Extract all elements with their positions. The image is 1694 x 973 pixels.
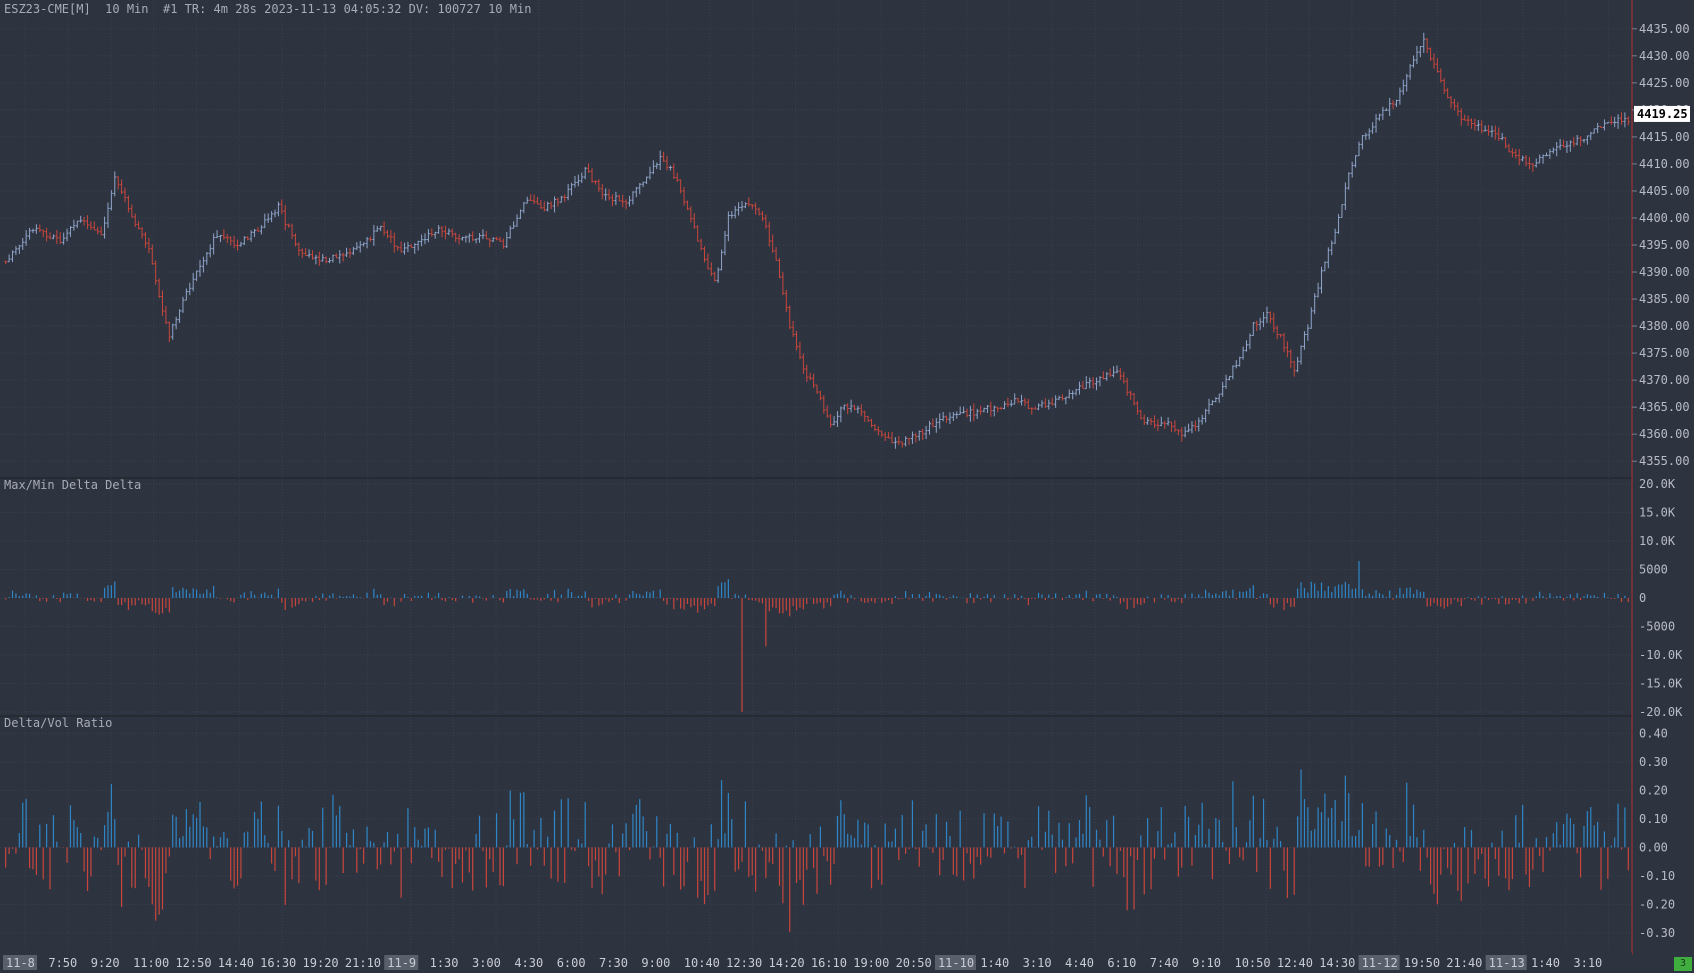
date-label-box <box>1485 955 1527 970</box>
time-tick-label: 11-9 <box>387 956 416 970</box>
time-tick-label: 9:00 <box>641 956 670 970</box>
time-tick-label: 9:20 <box>91 956 120 970</box>
time-tick-label: 1:30 <box>430 956 459 970</box>
time-tick-label: 3:00 <box>472 956 501 970</box>
price-tick-label: 4430.00 <box>1639 49 1690 63</box>
time-tick-label: 7:30 <box>599 956 628 970</box>
time-tick-label: 6:10 <box>1107 956 1136 970</box>
time-tick-label: 16:30 <box>260 956 296 970</box>
price-tick-label: 4415.00 <box>1639 130 1690 144</box>
time-tick-label: 7:50 <box>48 956 77 970</box>
time-tick-label: 11-12 <box>1362 956 1398 970</box>
delta-tick-label: -15.0K <box>1639 677 1683 691</box>
time-tick-label: 12:40 <box>1277 956 1313 970</box>
price-ohlc-series <box>4 32 1630 449</box>
delta-vol-ratio-histogram <box>5 769 1629 932</box>
price-tick-label: 4370.00 <box>1639 373 1690 387</box>
price-axis[interactable]: 4435.004430.004425.004420.004415.004410.… <box>1631 0 1690 955</box>
chart-grid <box>0 0 1632 950</box>
last-price-box <box>1634 105 1690 122</box>
ratio-tick-label: -0.20 <box>1639 897 1675 911</box>
price-tick-label: 4360.00 <box>1639 427 1690 441</box>
price-tick-label: 4405.00 <box>1639 184 1690 198</box>
time-tick-label: 20:50 <box>896 956 932 970</box>
time-tick-label: 12:30 <box>726 956 762 970</box>
delta-tick-label: 10.0K <box>1639 534 1676 548</box>
ratio-tick-label: 0.20 <box>1639 783 1668 797</box>
time-tick-label: 10:50 <box>1234 956 1270 970</box>
time-axis[interactable]: 11-8 7:50 9:20 11:00 12:50 14:40 16:30 19:20 21:… <box>0 952 1632 973</box>
price-tick-label: 4395.00 <box>1639 238 1690 252</box>
ratio-tick-label: -0.30 <box>1639 926 1675 940</box>
ratio-tick-label: 0.10 <box>1639 812 1668 826</box>
ratio-panel-title: Delta/Vol Ratio <box>4 716 113 730</box>
time-tick-label: 11:00 <box>133 956 169 970</box>
time-tick-label: 1:40 <box>1531 956 1560 970</box>
time-tick-label: 16:10 <box>811 956 847 970</box>
price-tick-label: 4390.00 <box>1639 265 1690 279</box>
time-tick-label: 9:10 <box>1192 956 1221 970</box>
status-badge: 3 <box>1674 957 1692 971</box>
ratio-tick-label: 0.40 <box>1639 726 1668 740</box>
symbol-label: ESZ23-CME[M] <box>4 2 91 16</box>
delta-tick-label: 5000 <box>1639 563 1668 577</box>
delta-tick-label: 15.0K <box>1639 506 1676 520</box>
price-tick-label: 4365.00 <box>1639 400 1690 414</box>
time-tick-label: 21:10 <box>345 956 381 970</box>
last-price-label: 4419.25 <box>1637 107 1688 121</box>
time-tick-label: 1:40 <box>980 956 1009 970</box>
time-tick-label: 3:10 <box>1023 956 1052 970</box>
chart-header: ESZ23-CME[M] 10 Min #1 TR: 4m 28s 2023-1… <box>4 2 531 16</box>
time-tick-label: 12:50 <box>175 956 211 970</box>
date-label-box <box>934 955 976 970</box>
ratio-tick-label: 0.30 <box>1639 755 1668 769</box>
price-tick-label: 4425.00 <box>1639 76 1690 90</box>
price-tick-label: 4385.00 <box>1639 292 1690 306</box>
delta-tick-label: -10.0K <box>1639 648 1683 662</box>
time-tick-label: 14:30 <box>1319 956 1355 970</box>
time-tick-label: 14:20 <box>769 956 805 970</box>
header-info: #1 TR: 4m 28s 2023-11-13 04:05:32 DV: 10… <box>162 2 532 16</box>
price-tick-label: 4400.00 <box>1639 211 1690 225</box>
price-tick-label: 4375.00 <box>1639 346 1690 360</box>
ratio-tick-label: -0.10 <box>1639 869 1675 883</box>
time-tick-label: 10:40 <box>684 956 720 970</box>
date-label-box <box>384 955 419 970</box>
delta-panel-title: Max/Min Delta Delta <box>4 478 142 492</box>
price-tick-label: 4355.00 <box>1639 454 1690 468</box>
time-tick-label: 19:20 <box>303 956 339 970</box>
price-tick-label: 4435.00 <box>1639 22 1690 36</box>
time-tick-label: 7:40 <box>1150 956 1179 970</box>
delta-tick-label: 20.0K <box>1639 477 1676 491</box>
timeframe-label: 10 Min <box>105 2 149 16</box>
delta-tick-label: -5000 <box>1639 620 1675 634</box>
ratio-tick-label: 0.00 <box>1639 840 1668 854</box>
time-tick-label: 6:00 <box>557 956 586 970</box>
time-tick-label: 14:40 <box>218 956 254 970</box>
date-label-box <box>1358 955 1400 970</box>
time-tick-label: 11-13 <box>1489 956 1525 970</box>
time-tick-label: 11-8 <box>6 956 35 970</box>
time-tick-label: 4:40 <box>1065 956 1094 970</box>
delta-histogram <box>5 560 1629 712</box>
time-tick-label: 21:40 <box>1446 956 1482 970</box>
time-tick-label: 19:50 <box>1404 956 1440 970</box>
delta-tick-label: 0 <box>1639 591 1646 605</box>
time-tick-label: 19:00 <box>853 956 889 970</box>
price-tick-label: 4380.00 <box>1639 319 1690 333</box>
time-tick-label: 11-10 <box>938 956 974 970</box>
time-tick-label: 4:30 <box>514 956 543 970</box>
price-tick-label: 4410.00 <box>1639 157 1690 171</box>
delta-tick-label: -20.0K <box>1639 705 1683 719</box>
date-label-box <box>3 955 37 970</box>
time-tick-label: 3:10 <box>1573 956 1602 970</box>
